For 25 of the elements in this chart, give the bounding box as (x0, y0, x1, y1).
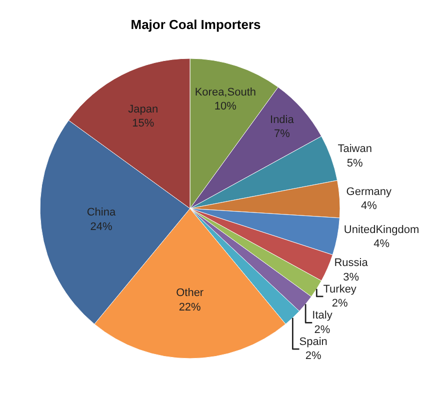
data-label: 4% (360, 200, 378, 212)
slice-label: Turkey (323, 283, 357, 296)
slice-label: Italy (312, 310, 333, 322)
data-label: 4% (374, 238, 390, 250)
slice-label: China (86, 206, 116, 219)
chart-title: Major Coal Importers (130, 17, 261, 32)
slice-label: Other (176, 286, 204, 299)
slice-label: India (270, 114, 295, 126)
data-label: 5% (346, 157, 363, 170)
slice-label: Russia (334, 256, 369, 269)
data-label: 15% (132, 118, 154, 130)
slice-label: Korea,South (194, 86, 256, 98)
slice-label: Taiwan (338, 143, 372, 156)
data-label: 2% (305, 350, 322, 362)
data-label: 10% (214, 100, 237, 113)
data-label: 3% (343, 271, 360, 284)
data-label: 22% (178, 301, 202, 314)
data-label: 2% (332, 298, 348, 310)
data-label: 7% (274, 128, 290, 140)
slice-label: UnitedKingdom (344, 224, 420, 236)
slice-label: Germany (346, 186, 392, 198)
data-label: 2% (314, 324, 330, 336)
slice-label: Spain (299, 336, 328, 348)
slice-label: Japan (128, 103, 158, 116)
data-label: 24% (90, 220, 112, 233)
